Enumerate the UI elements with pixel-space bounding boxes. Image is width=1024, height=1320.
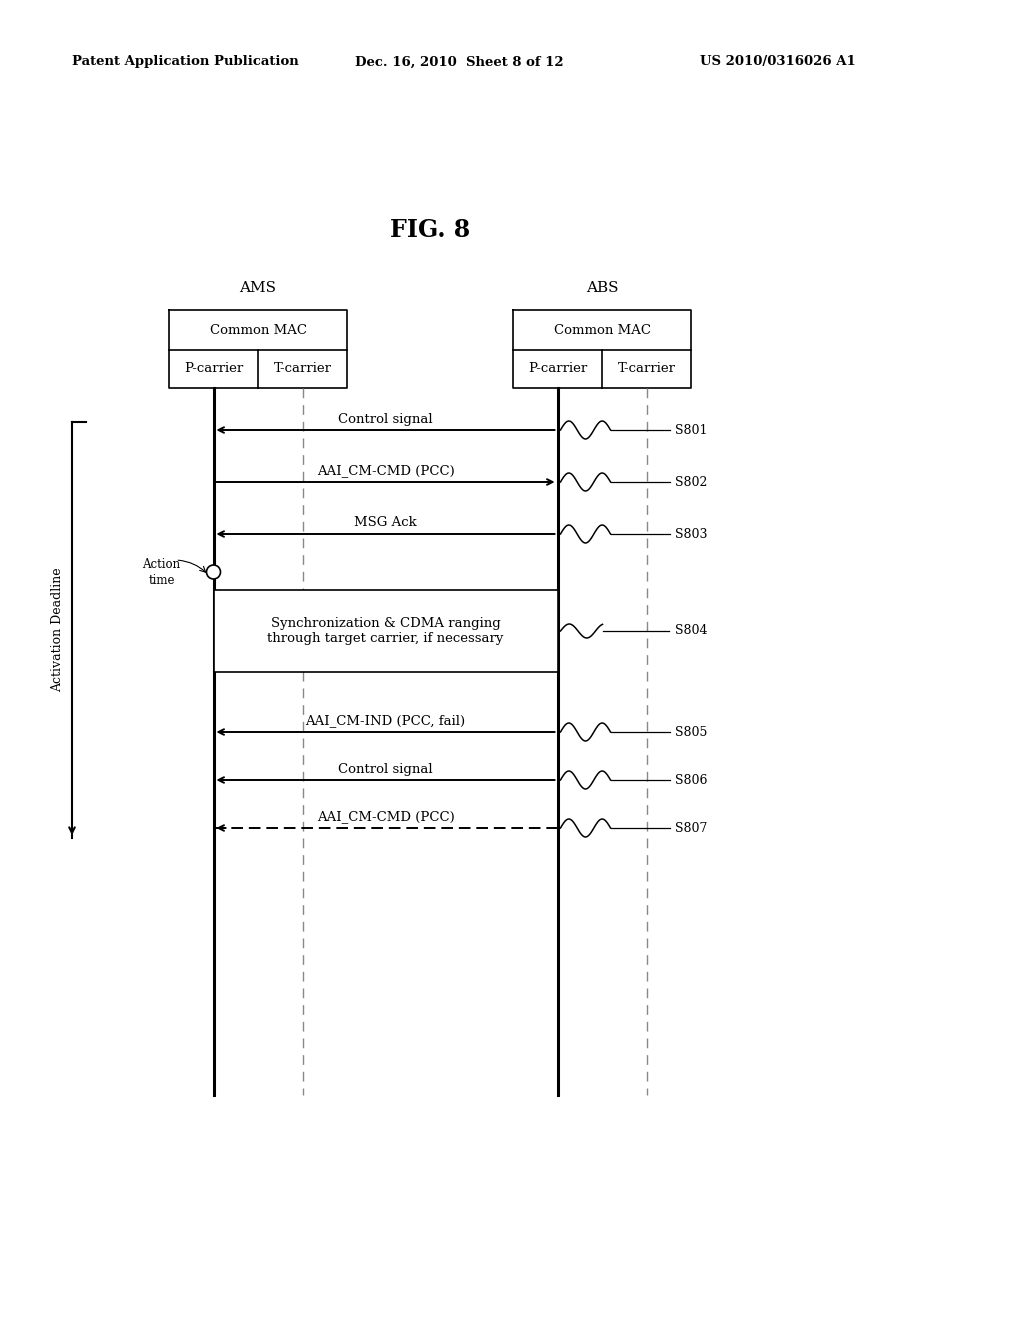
Text: T-carrier: T-carrier [273,363,332,375]
Text: AMS: AMS [240,281,276,294]
Text: S804: S804 [675,624,707,638]
Text: P-carrier: P-carrier [184,363,243,375]
Text: S805: S805 [675,726,707,738]
Text: S803: S803 [675,528,707,540]
Text: FIG. 8: FIG. 8 [390,218,470,242]
Text: MSG Ack: MSG Ack [354,516,417,529]
Text: T-carrier: T-carrier [617,363,676,375]
Text: Activation Deadline: Activation Deadline [51,568,65,692]
Text: Control signal: Control signal [338,412,433,425]
Text: AAI_CM-IND (PCC, fail): AAI_CM-IND (PCC, fail) [305,714,466,727]
Text: AAI_CM-CMD (PCC): AAI_CM-CMD (PCC) [316,810,455,824]
Text: S806: S806 [675,774,707,787]
Text: Common MAC: Common MAC [554,323,650,337]
Text: Dec. 16, 2010  Sheet 8 of 12: Dec. 16, 2010 Sheet 8 of 12 [355,55,563,69]
Text: Control signal: Control signal [338,763,433,776]
Text: US 2010/0316026 A1: US 2010/0316026 A1 [700,55,856,69]
Text: P-carrier: P-carrier [528,363,587,375]
Text: S802: S802 [675,475,707,488]
Text: Action
time: Action time [142,558,180,587]
Text: Patent Application Publication: Patent Application Publication [72,55,299,69]
Text: S801: S801 [675,424,707,437]
Text: S807: S807 [675,821,707,834]
Circle shape [207,565,220,579]
Text: ABS: ABS [586,281,618,294]
FancyBboxPatch shape [213,590,557,672]
Text: Common MAC: Common MAC [210,323,306,337]
Text: AAI_CM-CMD (PCC): AAI_CM-CMD (PCC) [316,465,455,478]
Text: Synchronization & CDMA ranging
through target carrier, if necessary: Synchronization & CDMA ranging through t… [267,616,504,645]
